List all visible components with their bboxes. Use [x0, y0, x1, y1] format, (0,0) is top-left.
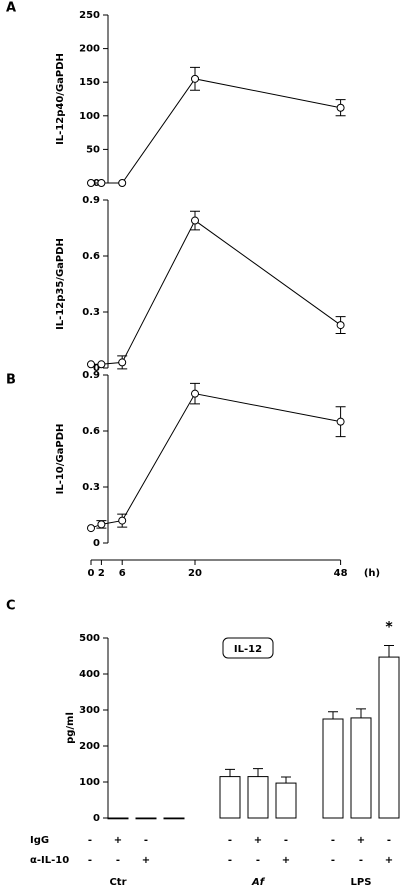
x-tick-label: 48: [334, 568, 348, 579]
data-point: [97, 520, 106, 529]
bar: [247, 776, 269, 819]
data-point: [118, 179, 127, 187]
data-line: [91, 78, 341, 184]
error-bar: [281, 776, 291, 784]
row-mark: +: [142, 855, 150, 866]
row-mark: -: [116, 855, 120, 866]
x-tick-label: 2: [98, 568, 105, 579]
x-unit: (h): [364, 568, 380, 579]
data-point: [87, 524, 95, 533]
y-tick-label: 50: [86, 144, 100, 155]
bar: [219, 776, 241, 819]
group-label: Af: [251, 877, 266, 888]
row-mark: -: [387, 835, 391, 846]
data-point: [118, 358, 127, 367]
x-tick-label: 20: [188, 568, 202, 579]
y-axis-label: IL-10/GaPDH: [55, 424, 66, 495]
y-tick-label: 500: [79, 633, 100, 644]
y-tick-label: 0.3: [82, 482, 100, 493]
bar: [378, 656, 400, 819]
bar: [275, 782, 297, 819]
data-point: [191, 74, 199, 83]
x-tick-label: 0: [88, 568, 95, 579]
y-tick-label: 300: [79, 705, 100, 716]
row-mark: +: [254, 835, 262, 846]
row-mark: +: [114, 835, 122, 846]
data-line: [91, 219, 341, 365]
row-mark: +: [385, 855, 393, 866]
bar: [350, 717, 372, 819]
y-tick-label: 400: [79, 669, 100, 680]
significance-mark: *: [385, 620, 393, 636]
y-tick-label: 0: [93, 538, 100, 549]
y-tick-label: 0.6: [82, 426, 100, 437]
y-tick-label: 0: [93, 363, 100, 374]
data-point: [87, 179, 95, 187]
row-mark: -: [331, 835, 335, 846]
y-axis-label: pg/ml: [65, 712, 76, 744]
row-mark: -: [256, 855, 260, 866]
data-line: [90, 393, 341, 529]
y-axis-label: IL-12p40/GaPDH: [55, 53, 66, 145]
row-mark: -: [88, 835, 92, 846]
x-tick-label: 6: [119, 568, 126, 579]
data-point: [336, 103, 345, 112]
error-bar: [253, 768, 263, 777]
y-tick-label: 0.3: [82, 307, 100, 318]
row-mark: +: [282, 855, 290, 866]
y-tick-label: 200: [79, 44, 100, 55]
data-point: [191, 216, 199, 225]
y-tick-label: 0.6: [82, 251, 100, 262]
row-label: IgG: [30, 835, 49, 846]
group-label: Ctr: [109, 877, 126, 888]
error-bar: [328, 711, 338, 719]
panel-label: C: [6, 599, 16, 614]
row-mark: +: [357, 835, 365, 846]
y-tick-label: 100: [79, 111, 100, 122]
row-mark: -: [359, 855, 363, 866]
bar: [107, 817, 129, 820]
row-mark: -: [228, 855, 232, 866]
data-point: [336, 321, 345, 330]
row-mark: -: [228, 835, 232, 846]
error-bar: [384, 645, 394, 658]
data-point: [336, 417, 345, 426]
y-tick-label: 0.9: [82, 370, 100, 381]
group-label: LPS: [351, 877, 372, 888]
error-bar: [356, 708, 366, 718]
y-tick-label: 100: [79, 777, 100, 788]
y-axis-label: IL-12p35/GaPDH: [55, 238, 66, 330]
chart-label: IL-12: [234, 644, 262, 655]
data-point: [97, 360, 106, 369]
data-point: [118, 516, 127, 525]
y-tick-label: 0.9: [82, 195, 100, 206]
y-tick-label: 250: [79, 10, 100, 21]
label-box: [222, 637, 274, 659]
data-point: [97, 179, 106, 187]
row-label: α-IL-10: [30, 855, 69, 866]
y-tick-label: 150: [79, 77, 100, 88]
error-bar: [225, 768, 235, 777]
panel-label: A: [6, 1, 16, 16]
bar: [163, 817, 185, 820]
row-mark: -: [88, 855, 92, 866]
bar: [135, 817, 157, 820]
bar: [322, 718, 344, 819]
row-mark: -: [331, 855, 335, 866]
row-mark: -: [284, 835, 288, 846]
panel-label: B: [6, 373, 16, 388]
row-mark: -: [144, 835, 148, 846]
data-point: [87, 360, 95, 369]
y-tick-label: 0: [93, 813, 100, 824]
y-tick-label: 200: [79, 741, 100, 752]
data-point: [191, 389, 199, 398]
